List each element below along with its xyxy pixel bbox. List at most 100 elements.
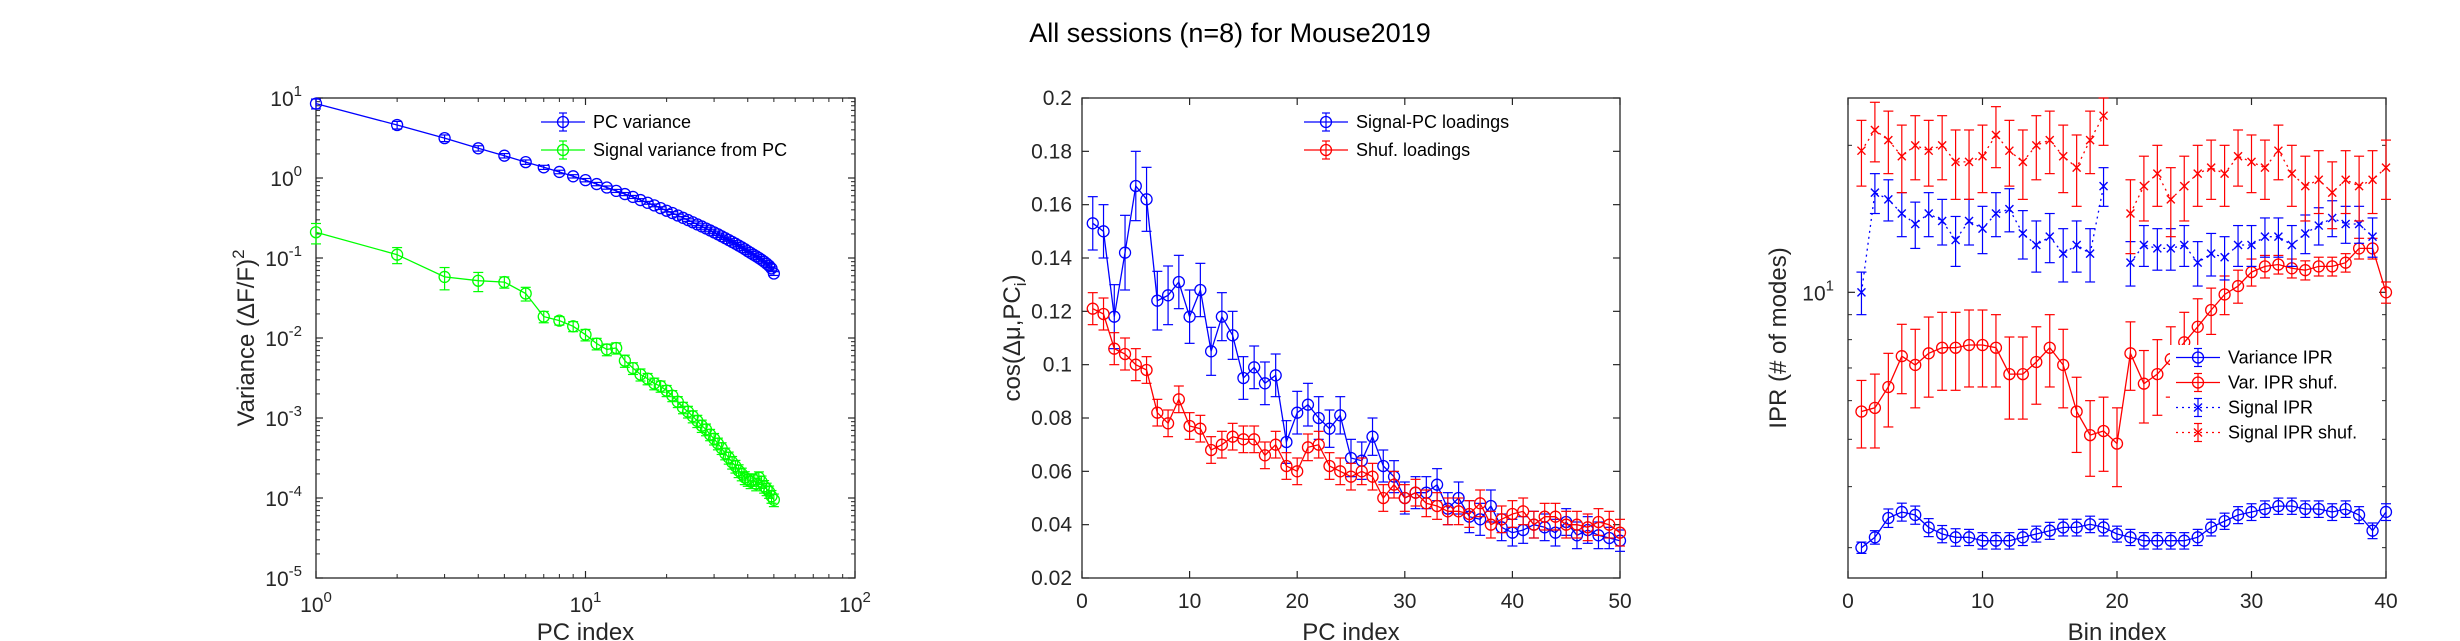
data-point [2058,151,2068,161]
x-axis-label: Bin index [2068,619,2167,641]
data-point [438,270,451,284]
data-point [2110,437,2124,450]
data-point [681,405,695,418]
data-point [1151,294,1164,307]
data-point [2379,286,2393,299]
y-tick-label-exp: -4 [289,483,302,500]
data-point [1549,510,1562,523]
data-point [1883,194,1893,204]
y-tick-label-exp: -5 [289,563,302,580]
data-point [2233,240,2243,250]
figure-title: All sessions (n=8) for Mouse2019 [1029,18,1430,48]
data-point [2083,428,2097,442]
data-point [1172,393,1185,406]
data-point [1962,338,1976,352]
data-point [2379,505,2393,519]
data-point [1603,518,1616,531]
data-point [2204,521,2218,534]
data-point [2273,232,2283,242]
legend-marker [2191,376,2205,389]
data-point [660,204,673,217]
data-point [2258,260,2272,273]
data-point [1962,531,1976,544]
data-point [2003,367,2016,381]
data-point [1269,438,1282,451]
y-tick-label: 0.16 [1031,194,1072,217]
data-point [610,341,623,355]
y-axis-label: cos(Δμ,PCi) [999,275,1030,402]
data-point [2139,181,2149,191]
x-tick-label: 20 [2105,590,2128,613]
data-point [1964,157,1974,167]
data-point [2045,232,2055,242]
data-point [732,464,745,477]
series-shuf-loadings [1086,292,1627,547]
data-point [2326,505,2339,519]
data-point [1377,459,1390,473]
data-point [567,320,580,333]
data-point [1323,422,1336,435]
x-tick-label: 0 [1076,590,1088,613]
data-point [1215,310,1229,323]
data-point [2085,249,2095,259]
x-tick-label-base: 10 [300,594,323,617]
data-point [1910,140,1920,150]
data-point [498,149,511,162]
data-point [1344,470,1358,483]
data-point [1978,224,1987,234]
data-point [2341,175,2351,185]
data-point [1226,329,1239,342]
data-point [719,447,732,460]
data-point [634,193,647,207]
data-point [567,170,580,183]
data-point [1151,406,1164,419]
y-axis-label-main: IPR (# of modes) [1765,247,1792,428]
data-point [1882,380,1895,394]
data-point [2166,194,2176,204]
y-tick-label-exp: -2 [289,323,302,340]
data-point [1183,310,1196,323]
data-point [579,173,592,187]
legend-marker [2191,351,2205,364]
data-point [610,184,623,198]
data-point [1989,341,2003,354]
data-point [2220,252,2230,262]
data-point [2085,135,2095,145]
data-point [1495,513,1508,526]
data-point [390,248,404,261]
data-point [1978,151,1987,161]
data-point [2299,502,2312,516]
data-point [1366,430,1379,443]
legend-marker [1319,115,1333,129]
data-point [2124,347,2137,360]
data-point [1140,193,1153,206]
data-point [1097,225,1110,238]
data-point [1868,401,1882,414]
data-point [1430,499,1444,513]
data-point [2110,527,2124,541]
data-point [1129,179,1142,193]
x-tick-label: 100 [300,589,332,617]
legend: Signal-PC loadings Shuf. loadings [1298,108,1513,164]
legend-label: Signal-PC loadings [1356,112,1509,132]
data-point [1334,409,1347,422]
data-point [1409,486,1422,499]
data-point [648,199,661,212]
y-tick-label-base: 10 [265,248,288,271]
y-tick-label-base: 10 [270,168,293,191]
data-point [472,142,485,155]
data-point [2260,232,2270,242]
panel-signal-pc-loadings: 0 10 20 30 40 50 0.02 0.04 0.06 0.08 0.1 0.12 0.14 0.… [999,87,1632,641]
legend-label: Var. IPR shuf. [2228,373,2338,393]
data-point [2016,531,2029,544]
y-axis-label-sup: 2 [229,249,248,258]
data-point [2030,527,2043,541]
data-point [1194,283,1207,297]
x-axis-label: PC index [537,619,634,641]
data-point [1924,209,1934,219]
data-point [2314,221,2324,231]
data-point [1964,216,1974,226]
data-point [2178,534,2191,547]
data-point [1517,505,1530,518]
